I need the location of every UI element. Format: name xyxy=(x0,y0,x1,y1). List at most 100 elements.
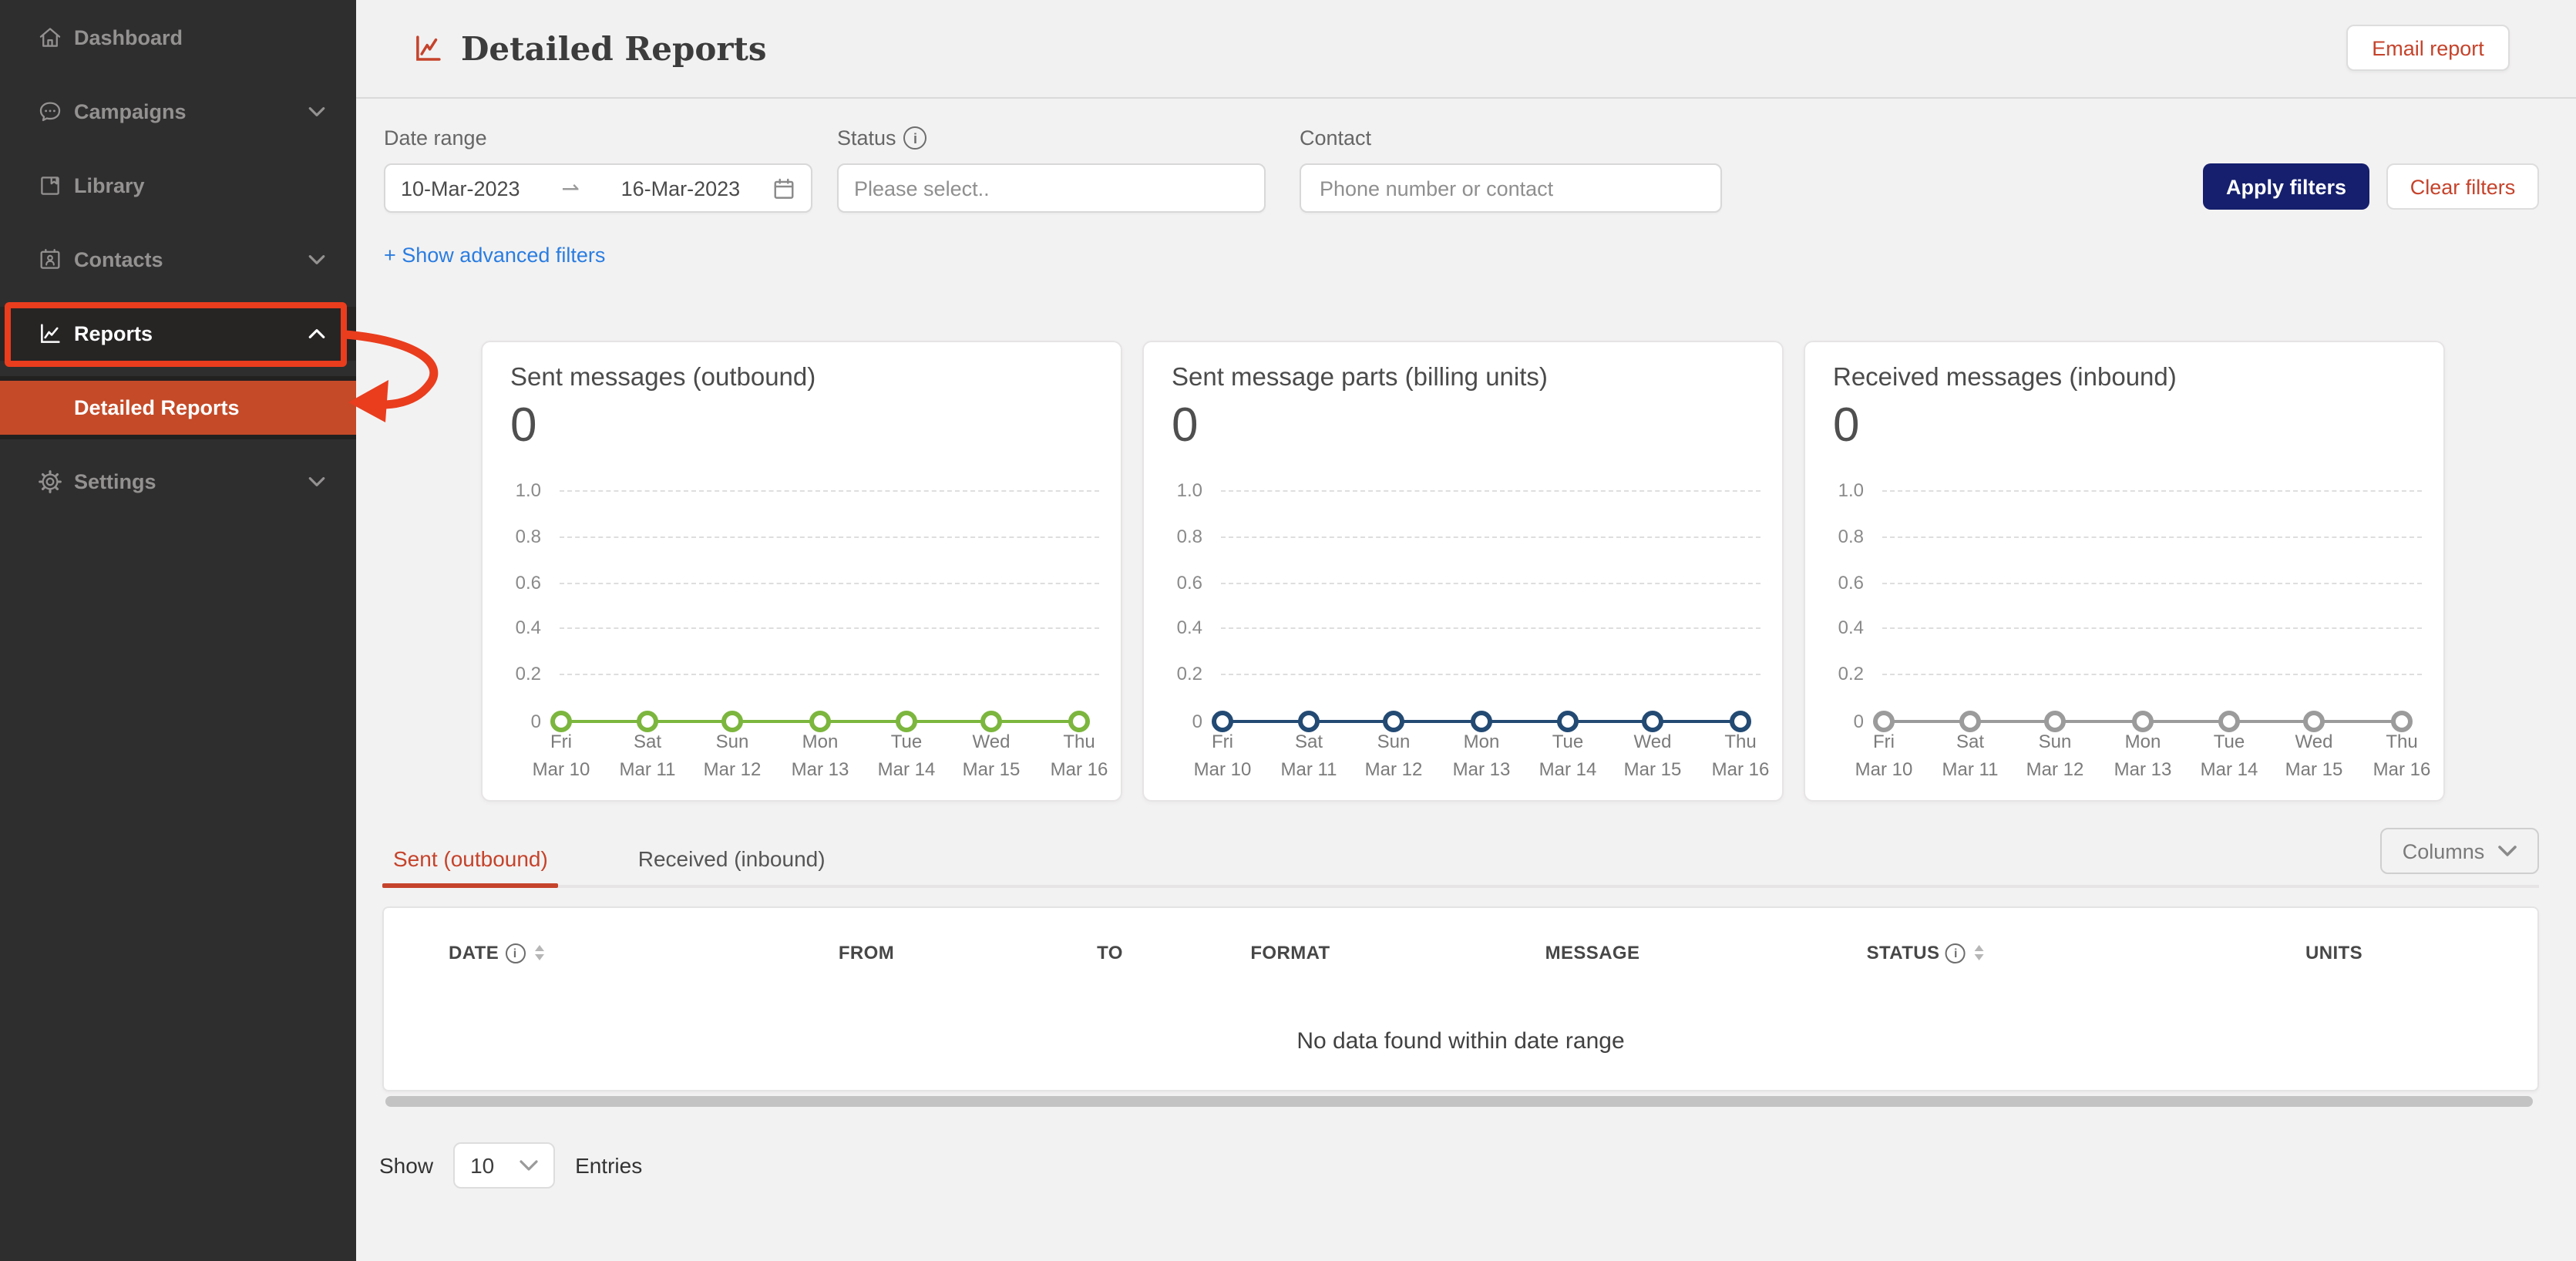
columns-button[interactable]: Columns xyxy=(2380,828,2539,874)
x-axis-label-date: Mar 10 xyxy=(512,758,610,780)
x-axis-label-date: Mar 12 xyxy=(683,758,782,780)
gridline xyxy=(560,674,1099,675)
x-axis-label-date: Mar 11 xyxy=(598,758,697,780)
apply-filters-button[interactable]: Apply filters xyxy=(2203,163,2369,210)
tab-sent-outbound[interactable]: Sent (outbound) xyxy=(382,832,559,885)
sidebar-item-label: Library xyxy=(74,174,145,197)
sidebar-item-detailed-reports[interactable]: Detailed Reports xyxy=(0,376,356,439)
x-axis-label-day: Wed xyxy=(1603,731,1702,752)
tab-received-inbound[interactable]: Received (inbound) xyxy=(627,832,836,885)
empty-table-message: No data found within date range xyxy=(384,1028,2537,1054)
chart-marker xyxy=(1382,710,1404,731)
chart-total: 0 xyxy=(1833,398,1860,453)
chart-marker xyxy=(1729,710,1750,731)
sidebar-item-label: Settings xyxy=(74,470,156,493)
sidebar-item-label: Dashboard xyxy=(74,26,183,49)
gridline xyxy=(560,582,1099,583)
column-header-date[interactable]: DATE i xyxy=(449,942,543,963)
x-axis-label-date: Mar 13 xyxy=(2093,758,2192,780)
x-axis-label-day: Fri xyxy=(1834,731,1933,752)
gridline xyxy=(1882,536,2422,538)
clear-filters-button[interactable]: Clear filters xyxy=(2386,163,2539,210)
info-icon[interactable]: i xyxy=(904,126,927,150)
y-axis-tick-label: 1.0 xyxy=(1144,478,1202,503)
sidebar: Dashboard Campaigns Library xyxy=(0,0,356,1261)
column-header-message: MESSAGE xyxy=(1545,942,1640,963)
sidebar-item-settings[interactable]: Settings xyxy=(0,455,356,509)
x-axis-label-day: Mon xyxy=(1432,731,1531,752)
x-axis-label-date: Mar 15 xyxy=(942,758,1041,780)
x-axis-label-date: Mar 16 xyxy=(1030,758,1128,780)
sort-icon[interactable] xyxy=(534,945,543,961)
sidebar-item-contacts[interactable]: Contacts xyxy=(0,233,356,287)
sidebar-item-label: Contacts xyxy=(74,248,163,271)
chart-marker xyxy=(2390,710,2412,731)
gridline xyxy=(1221,536,1760,538)
status-label: Status i xyxy=(837,126,927,150)
date-range-input[interactable]: 10-Mar-2023⇀16-Mar-2023 xyxy=(384,163,812,213)
chart-marker xyxy=(636,710,657,731)
show-label: Show xyxy=(379,1153,433,1178)
charts-row: Sent messages (outbound)01.00.80.60.40.2… xyxy=(481,341,2445,802)
y-axis-tick-label: 0.2 xyxy=(1144,661,1202,686)
address-book-icon xyxy=(37,247,63,273)
info-icon[interactable]: i xyxy=(505,943,525,963)
x-axis-label-day: Sat xyxy=(598,731,697,752)
x-axis-label-day: Wed xyxy=(942,731,1041,752)
chart-marker xyxy=(809,710,830,731)
page-size-value: 10 xyxy=(470,1153,494,1178)
x-axis-label-day: Sun xyxy=(1344,731,1443,752)
x-axis-label-day: Mon xyxy=(2093,731,2192,752)
y-axis-tick-label: 0.4 xyxy=(1144,616,1202,641)
page-header: Detailed Reports Email report xyxy=(356,0,2576,99)
x-axis-label-date: Mar 12 xyxy=(2006,758,2104,780)
page-title: Detailed Reports xyxy=(461,29,767,68)
chart-marker xyxy=(550,710,571,731)
x-axis-label-day: Wed xyxy=(2265,731,2363,752)
page-size-select[interactable]: 10 xyxy=(453,1142,555,1189)
contact-input[interactable] xyxy=(1317,175,1705,201)
email-report-button[interactable]: Email report xyxy=(2346,25,2510,71)
info-icon[interactable]: i xyxy=(1945,943,1966,963)
x-axis-label-day: Thu xyxy=(1030,731,1128,752)
chart-marker xyxy=(1872,710,1894,731)
sidebar-item-label: Detailed Reports xyxy=(74,396,240,419)
status-select[interactable]: Please select.. xyxy=(837,163,1266,213)
y-axis-tick-label: 0.6 xyxy=(1805,570,1864,594)
chart-marker xyxy=(2302,710,2324,731)
sidebar-item-library[interactable]: Library xyxy=(0,159,356,213)
home-icon xyxy=(37,25,63,51)
column-header-format: FORMAT xyxy=(1250,942,1330,963)
chart-marker xyxy=(980,710,1001,731)
date-range-label: Date range xyxy=(384,126,487,150)
column-header-status[interactable]: STATUS i xyxy=(1867,942,1985,963)
x-axis-label-day: Sun xyxy=(683,731,782,752)
app-window: Dashboard Campaigns Library xyxy=(0,0,2576,1261)
sidebar-item-dashboard[interactable]: Dashboard xyxy=(0,11,356,65)
gear-icon xyxy=(37,469,63,495)
chart-marker xyxy=(2043,710,2065,731)
y-axis-tick-label: 0.2 xyxy=(483,661,541,686)
gridline xyxy=(1882,674,2422,675)
chart-marker xyxy=(1211,710,1233,731)
y-axis-tick-label: 0.4 xyxy=(483,616,541,641)
chart-title: Received messages (inbound) xyxy=(1833,364,2177,393)
sidebar-item-campaigns[interactable]: Campaigns xyxy=(0,85,356,139)
chevron-down-icon xyxy=(308,106,325,117)
chart-marker xyxy=(1068,710,1089,731)
x-axis-label-day: Tue xyxy=(1518,731,1617,752)
x-axis-label-day: Fri xyxy=(512,731,610,752)
horizontal-scrollbar-thumb[interactable] xyxy=(385,1096,2533,1107)
sidebar-item-reports[interactable]: Reports xyxy=(0,307,356,361)
chart-marker xyxy=(895,710,916,731)
chart-marker xyxy=(1959,710,1980,731)
entries-label: Entries xyxy=(575,1153,642,1178)
show-advanced-filters-link[interactable]: + Show advanced filters xyxy=(384,244,605,267)
contact-label: Contact xyxy=(1300,126,1371,150)
results-table: DATE i FROM TO FORMAT MESSAGE STATUS i U… xyxy=(382,906,2539,1091)
chart-card-1: Sent message parts (billing units)01.00.… xyxy=(1142,341,1784,802)
chart-total: 0 xyxy=(1172,398,1199,453)
gridline xyxy=(560,628,1099,630)
sort-icon[interactable] xyxy=(1975,945,1984,961)
gridline xyxy=(1882,628,2422,630)
